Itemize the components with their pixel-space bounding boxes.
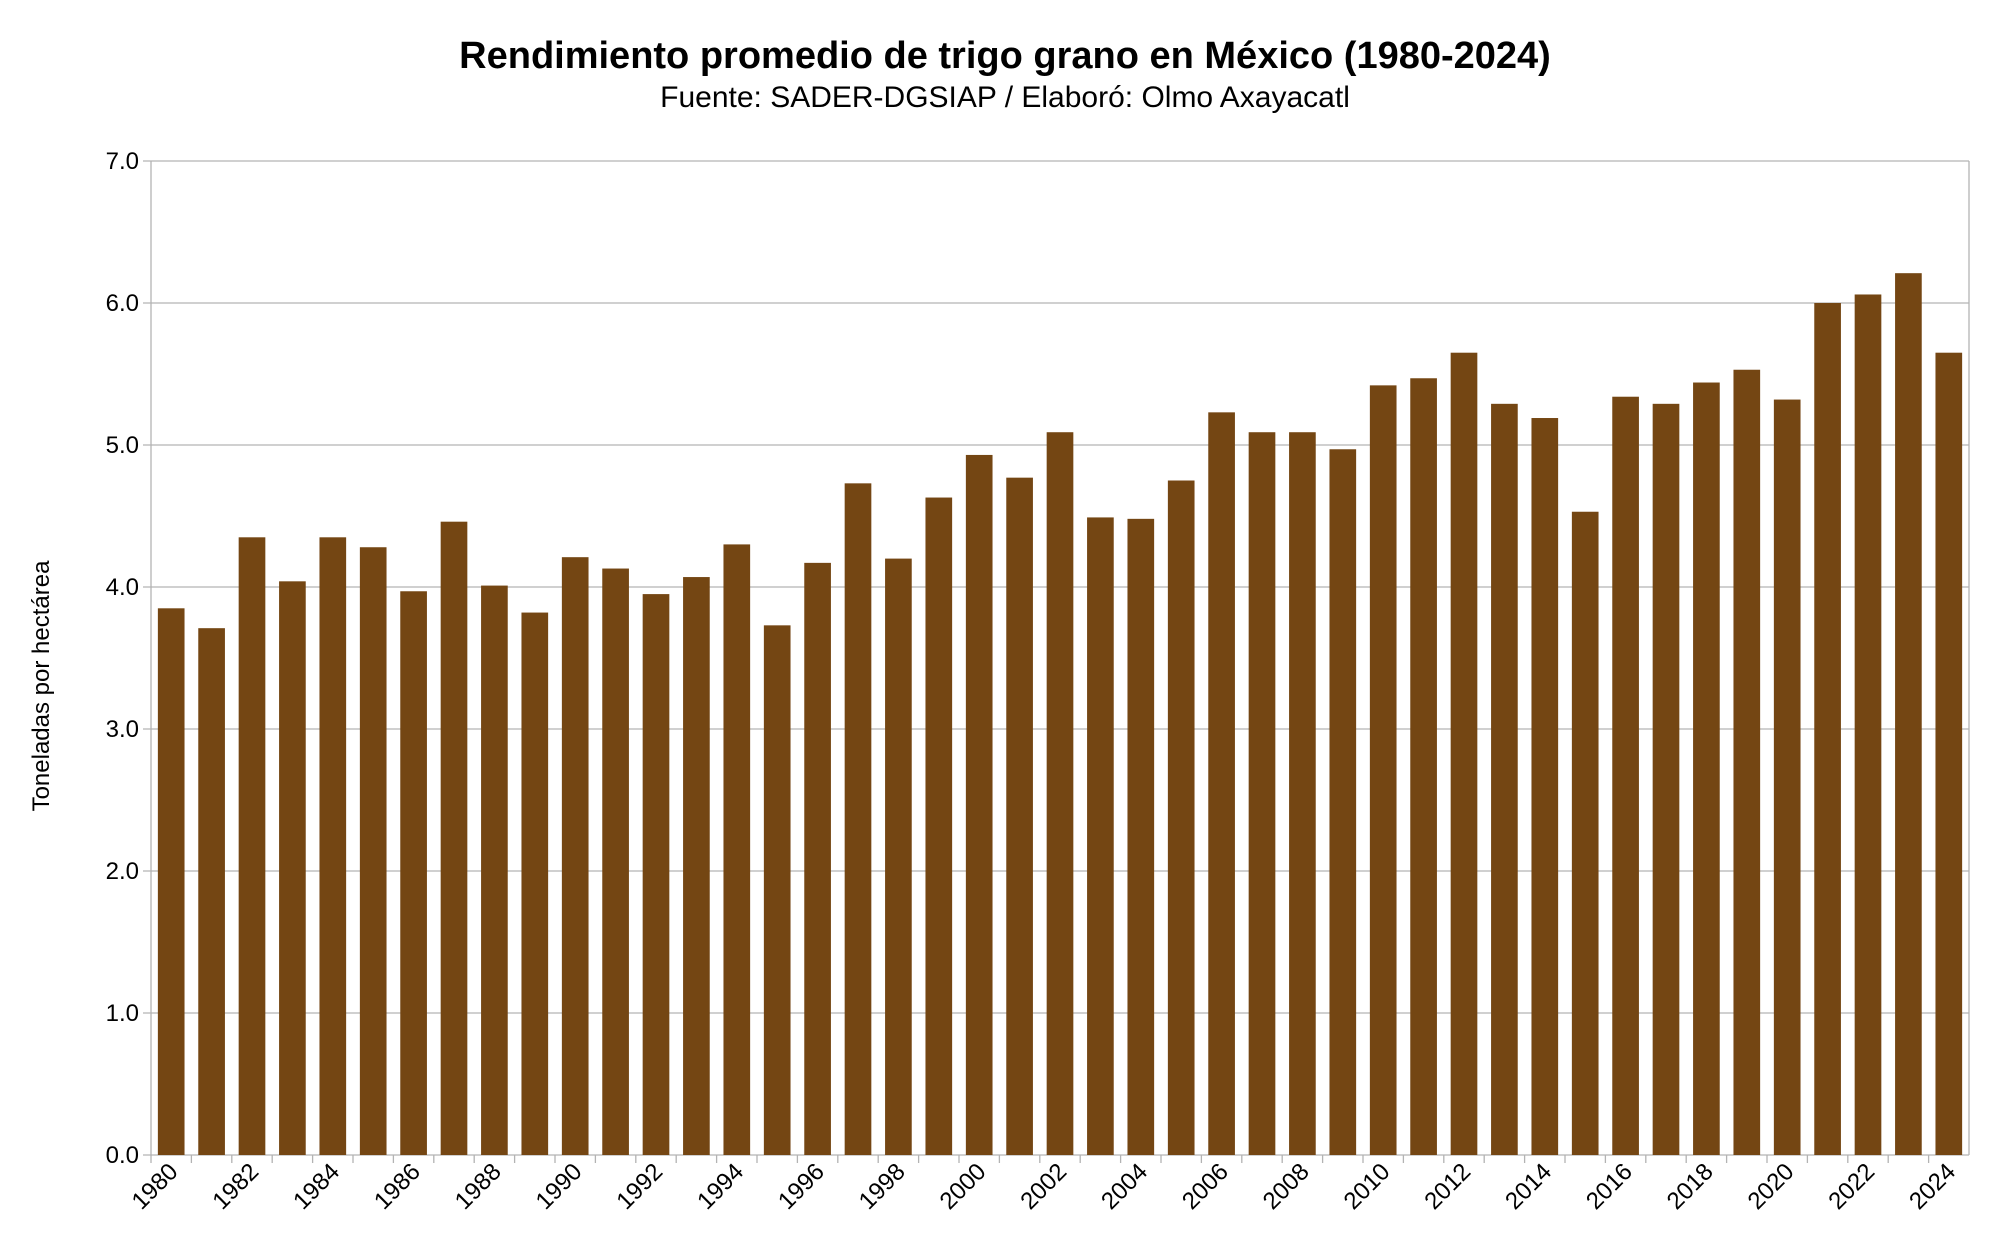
bar-2000 — [965, 454, 993, 1155]
bar-1998 — [885, 558, 912, 1155]
y-axis-label: Toneladas por hectárea — [28, 560, 55, 811]
bar-1991 — [602, 568, 629, 1155]
bar-1984 — [319, 537, 347, 1155]
bar-1997 — [844, 483, 872, 1156]
bar-1982 — [238, 537, 266, 1155]
bar-2007 — [1248, 432, 1276, 1156]
bar-1996 — [804, 562, 831, 1155]
x-tick-label: 2012 — [1419, 1158, 1476, 1215]
y-tick-label: 5.0 — [106, 432, 139, 459]
bar-2005 — [1167, 480, 1195, 1155]
bar-2013 — [1491, 403, 1518, 1155]
y-tick-label: 1.0 — [106, 1000, 139, 1027]
bar-2017 — [1652, 403, 1680, 1155]
bar-2018 — [1693, 382, 1720, 1155]
chart-subtitle: Fuente: SADER-DGSIAP / Elaboró: Olmo Axa… — [660, 81, 1350, 114]
bar-2024 — [1935, 352, 1963, 1155]
bar-2008 — [1289, 432, 1316, 1156]
bar-2006 — [1208, 412, 1235, 1156]
bar-2020 — [1773, 399, 1801, 1155]
x-tick-label: 2016 — [1581, 1158, 1638, 1215]
bar-2003 — [1087, 517, 1114, 1155]
x-tick-label: 2020 — [1743, 1158, 1800, 1215]
x-tick-label: 2010 — [1339, 1158, 1396, 1215]
x-tick-label: 1994 — [692, 1158, 749, 1215]
y-tick-label: 7.0 — [106, 148, 139, 175]
bar-2019 — [1733, 369, 1761, 1155]
bar-2009 — [1329, 449, 1357, 1155]
bar-2021 — [1814, 303, 1841, 1155]
x-tick-label: 2014 — [1500, 1158, 1557, 1215]
bar-1987 — [440, 521, 468, 1155]
bar-1981 — [198, 628, 225, 1155]
bar-1990 — [561, 557, 589, 1155]
x-tick-label: 1988 — [450, 1158, 507, 1215]
bar-1989 — [521, 612, 549, 1155]
bar-2016 — [1612, 396, 1639, 1156]
bar-1988 — [481, 585, 508, 1155]
y-tick-labels: 0.0 1.0 2.0 3.0 4.0 5.0 6.0 7.0 — [106, 148, 139, 1169]
x-tick-label: 2018 — [1662, 1158, 1719, 1215]
bar-2012 — [1450, 352, 1478, 1155]
bar-2011 — [1410, 378, 1437, 1155]
y-tick-label: 4.0 — [106, 574, 139, 601]
bar-1993 — [683, 577, 710, 1155]
x-tick-label: 1986 — [369, 1158, 426, 1215]
y-tick-label: 2.0 — [106, 858, 139, 885]
x-tick-label: 2008 — [1258, 1158, 1315, 1215]
bar-1980 — [157, 608, 185, 1155]
y-tick-label: 3.0 — [106, 716, 139, 743]
x-tick-label: 2000 — [935, 1158, 992, 1215]
bar-2015 — [1571, 511, 1599, 1155]
bar-2023 — [1895, 273, 1922, 1155]
x-tick-label: 1992 — [611, 1158, 668, 1215]
bar-2014 — [1531, 418, 1559, 1155]
bars — [157, 273, 1963, 1156]
bar-2010 — [1369, 385, 1397, 1155]
y-tick-label: 6.0 — [106, 290, 139, 317]
x-tick-label: 2006 — [1177, 1158, 1234, 1215]
bar-1983 — [279, 581, 306, 1155]
x-tick-label: 2022 — [1823, 1158, 1880, 1215]
x-tick-labels: 1980 1982 1984 1986 1988 1990 1992 1994 1996 1998… — [127, 1158, 1961, 1215]
bar-1999 — [925, 497, 953, 1155]
bar-2022 — [1854, 294, 1882, 1156]
bar-2001 — [1006, 477, 1033, 1155]
x-tick-label: 1996 — [773, 1158, 830, 1215]
bar-2002 — [1046, 432, 1074, 1156]
x-tick-label: 2002 — [1015, 1158, 1072, 1215]
x-tick-label: 1990 — [531, 1158, 588, 1215]
bar-1992 — [642, 594, 670, 1155]
bar-1986 — [400, 591, 427, 1155]
x-tick-label: 1982 — [207, 1158, 264, 1215]
x-tick-label: 1998 — [854, 1158, 911, 1215]
chart-title: Rendimiento promedio de trigo grano en M… — [459, 35, 1551, 77]
x-tick-label: 2004 — [1096, 1158, 1153, 1215]
bar-1994 — [723, 544, 751, 1155]
x-tick-label: 1984 — [288, 1158, 345, 1215]
bar-1985 — [359, 547, 387, 1155]
bar-2004 — [1127, 518, 1155, 1155]
y-tick-label: 0.0 — [106, 1142, 139, 1169]
x-tick-label: 2024 — [1904, 1158, 1961, 1215]
bar-1995 — [763, 625, 791, 1155]
